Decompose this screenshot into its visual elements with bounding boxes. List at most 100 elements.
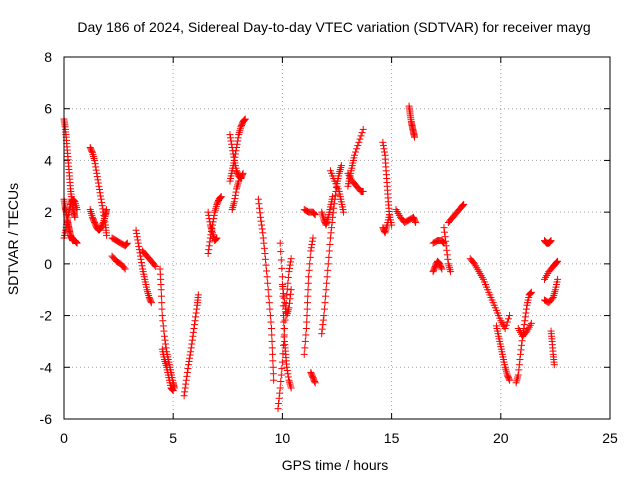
- data-point: [162, 344, 170, 352]
- data-point: [285, 376, 293, 384]
- data-point: [548, 295, 556, 303]
- data-point: [283, 367, 291, 375]
- data-point: [411, 133, 419, 141]
- data-point: [550, 361, 558, 369]
- data-point: [89, 153, 97, 161]
- data-point: [279, 290, 287, 298]
- data-point: [352, 148, 360, 156]
- data-point: [121, 265, 129, 273]
- data-point: [319, 316, 327, 324]
- data-point: [211, 208, 219, 216]
- data-point: [133, 233, 141, 241]
- data-point: [551, 288, 559, 296]
- y-tick-label: -2: [40, 308, 53, 324]
- data-point: [144, 290, 152, 298]
- data-point: [182, 376, 190, 384]
- data-point: [255, 204, 263, 212]
- data-point: [330, 204, 338, 212]
- data-point: [194, 291, 202, 299]
- data-point: [329, 209, 337, 217]
- data-point: [230, 153, 238, 161]
- x-tick-label: 25: [602, 430, 618, 446]
- data-point: [283, 363, 291, 371]
- data-point: [553, 258, 561, 266]
- data-point: [263, 273, 271, 281]
- data-point: [411, 217, 419, 225]
- data-point: [518, 341, 526, 349]
- data-point: [444, 255, 452, 263]
- data-point: [515, 366, 523, 374]
- data-point: [93, 173, 101, 181]
- data-point: [235, 177, 243, 185]
- data-point: [307, 247, 315, 255]
- data-point: [94, 179, 102, 187]
- data-point: [258, 225, 266, 233]
- data-point: [305, 273, 313, 281]
- data-point: [181, 384, 189, 392]
- data-point: [73, 239, 81, 247]
- data-point: [190, 325, 198, 332]
- data-point: [329, 193, 337, 201]
- data-point: [503, 318, 511, 326]
- data-point: [516, 356, 524, 364]
- data-point: [168, 385, 176, 393]
- data-point: [459, 202, 467, 210]
- data-point: [135, 246, 143, 254]
- data-point: [321, 299, 329, 307]
- data-point: [103, 206, 111, 214]
- data-point: [302, 331, 310, 339]
- data-point: [301, 337, 309, 345]
- data-point: [95, 186, 103, 194]
- data-point: [188, 340, 196, 348]
- data-point: [158, 305, 166, 313]
- data-point: [505, 375, 513, 383]
- data-point: [301, 344, 309, 352]
- data-point: [103, 231, 111, 239]
- data-point: [186, 351, 194, 359]
- data-point: [443, 246, 451, 254]
- data-point: [136, 252, 144, 260]
- data-point: [278, 358, 286, 366]
- data-point: [527, 288, 535, 296]
- data-point: [158, 312, 166, 320]
- data-points: [60, 102, 562, 413]
- data-point: [231, 195, 239, 203]
- grid: [64, 57, 610, 419]
- data-point: [266, 305, 274, 313]
- data-point: [276, 384, 284, 392]
- data-point: [286, 261, 294, 269]
- data-point: [445, 262, 453, 270]
- data-point: [241, 115, 249, 123]
- data-point: [512, 379, 520, 387]
- data-point: [88, 147, 96, 155]
- data-point: [506, 312, 514, 320]
- data-point: [234, 137, 242, 145]
- data-point: [328, 224, 336, 232]
- data-point: [184, 365, 192, 373]
- data-point: [460, 200, 468, 208]
- data-point: [438, 265, 446, 273]
- y-tick-label: 8: [44, 49, 52, 65]
- data-point: [445, 264, 453, 272]
- data-point: [353, 145, 361, 153]
- data-point: [521, 313, 529, 321]
- data-point: [522, 309, 530, 317]
- data-point: [184, 361, 192, 369]
- data-point: [306, 253, 314, 261]
- y-tick-label: -4: [40, 359, 53, 375]
- data-point: [158, 299, 166, 307]
- data-point: [300, 350, 308, 358]
- data-point: [229, 204, 237, 212]
- data-point: [132, 226, 140, 234]
- data-point: [285, 304, 293, 312]
- data-point: [138, 259, 146, 267]
- data-point: [232, 188, 240, 196]
- data-point: [442, 237, 450, 245]
- data-point: [320, 305, 328, 313]
- data-point: [287, 384, 295, 392]
- data-point: [90, 154, 98, 162]
- x-tick-label: 0: [60, 430, 68, 446]
- data-point: [554, 257, 562, 265]
- data-point: [441, 233, 449, 241]
